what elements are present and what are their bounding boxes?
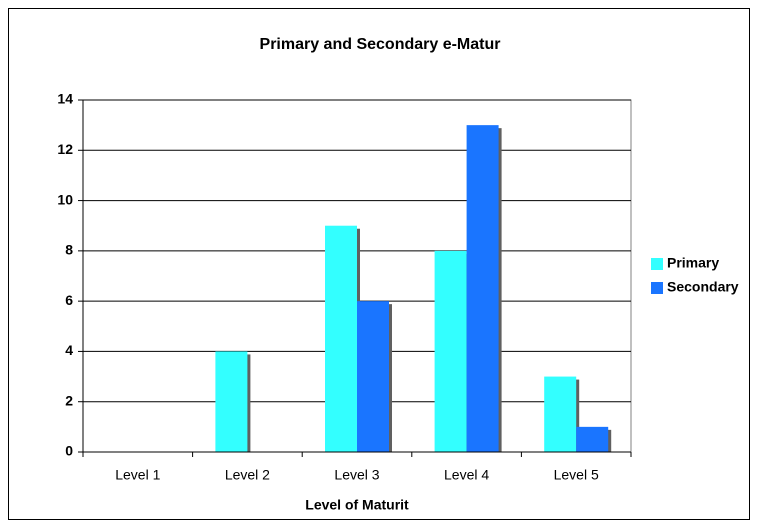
x-tick-label: Level 4 — [444, 467, 489, 483]
legend-label: Secondary — [667, 279, 739, 295]
bar — [434, 250, 467, 452]
y-tick-label: 14 — [57, 91, 73, 107]
chart-title: Primary and Secondary e-Matur — [260, 36, 501, 53]
y-tick-label: 8 — [65, 242, 73, 258]
y-tick-label: 6 — [65, 292, 73, 308]
legend-swatch — [651, 282, 663, 294]
y-tick-label: 0 — [65, 443, 73, 459]
y-tick-label: 4 — [65, 342, 73, 358]
legend-label: Primary — [667, 255, 719, 271]
y-tick-label: 2 — [65, 392, 73, 408]
x-tick-label: Level 2 — [225, 467, 270, 483]
bar — [576, 426, 609, 452]
bar — [466, 125, 499, 453]
bar — [357, 301, 389, 452]
y-tick-label: 10 — [57, 191, 73, 207]
x-tick-label: Level 5 — [554, 467, 599, 483]
x-axis-label: Level of Maturit — [305, 497, 409, 513]
x-tick-label: Level 3 — [334, 467, 379, 483]
bar — [544, 376, 577, 452]
bar — [325, 225, 357, 452]
y-tick-label: 12 — [57, 141, 73, 157]
x-tick-label: Level 1 — [115, 467, 160, 483]
legend-swatch — [651, 258, 663, 270]
bar — [215, 351, 248, 452]
